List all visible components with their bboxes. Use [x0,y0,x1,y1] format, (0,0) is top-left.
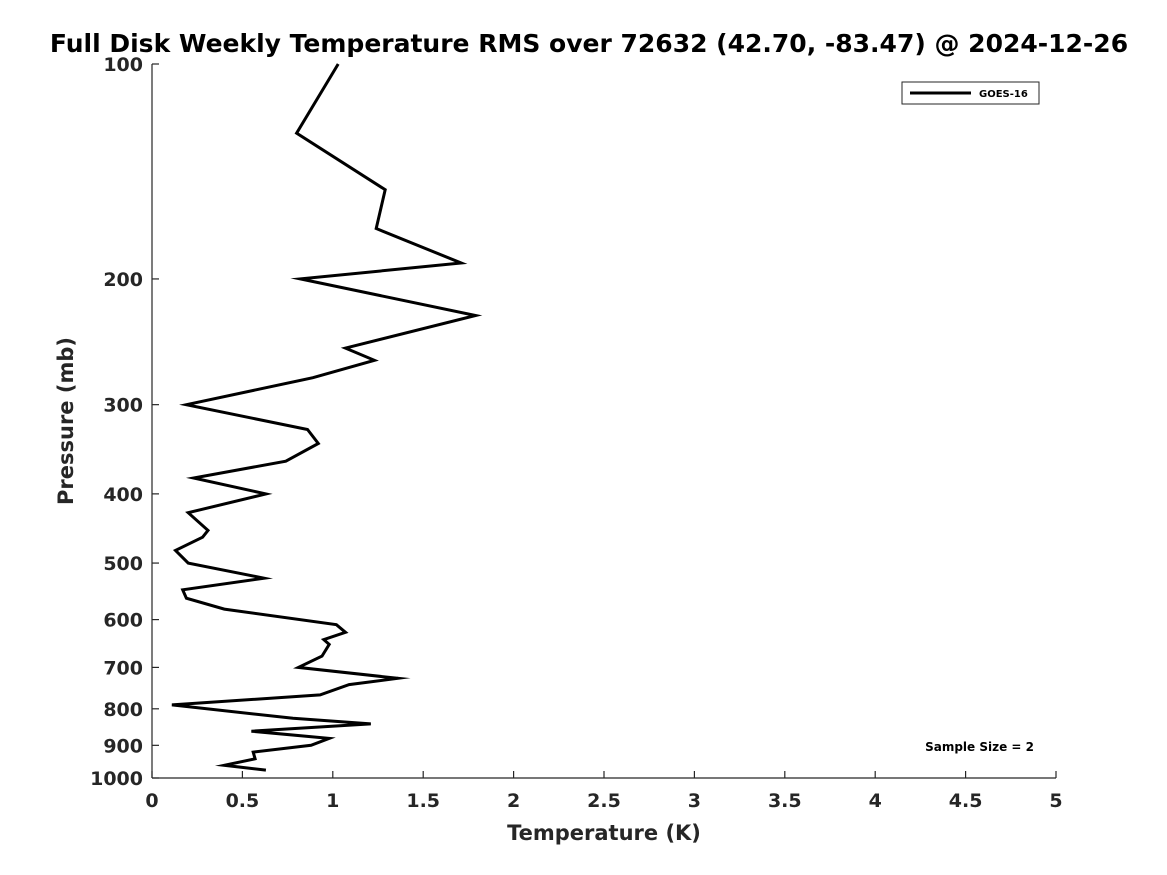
series-layer [171,63,483,772]
chart-title: Full Disk Weekly Temperature RMS over 72… [50,29,1128,58]
x-tick-label: 4 [869,790,882,812]
y-tick-label: 600 [103,610,143,632]
y-tick-label: 300 [103,395,143,417]
x-tick-label: 1 [326,790,339,812]
plot-area: 0 0.5 1 1.5 2 2.5 3 3.5 4 4.5 5 100 200 300 400 500 600… [90,54,1063,812]
legend: GOES-16 [901,81,1040,105]
x-tick-label: 1.5 [406,790,440,812]
y-tick-label: 700 [103,657,143,679]
x-axis-label: Temperature (K) [507,821,701,845]
series-line [171,63,483,772]
x-axis-ticks: 0 0.5 1 1.5 2 2.5 3 3.5 4 4.5 5 [145,771,1063,812]
y-tick-label: 100 [103,54,143,76]
y-tick-label: 1000 [90,768,143,790]
x-tick-label: 3.5 [768,790,802,812]
y-tick-label: 800 [103,699,143,721]
y-tick-label: 900 [103,735,143,757]
y-axis-ticks: 100 200 300 400 500 600 700 800 900 1000 [90,54,159,790]
x-tick-label: 5 [1049,790,1062,812]
x-tick-label: 2 [507,790,520,812]
x-tick-label: 0.5 [226,790,260,812]
x-tick-label: 4.5 [949,790,983,812]
legend-entry: GOES-16 [979,89,1028,100]
y-axis-label: Pressure (mb) [54,337,78,505]
y-tick-label: 500 [103,553,143,575]
x-tick-label: 0 [145,790,158,812]
y-tick-label: 200 [103,269,143,291]
x-tick-label: 2.5 [587,790,621,812]
y-tick-label: 400 [103,484,143,506]
x-tick-label: 3 [688,790,701,812]
sample-size-annotation: Sample Size = 2 [925,740,1034,754]
